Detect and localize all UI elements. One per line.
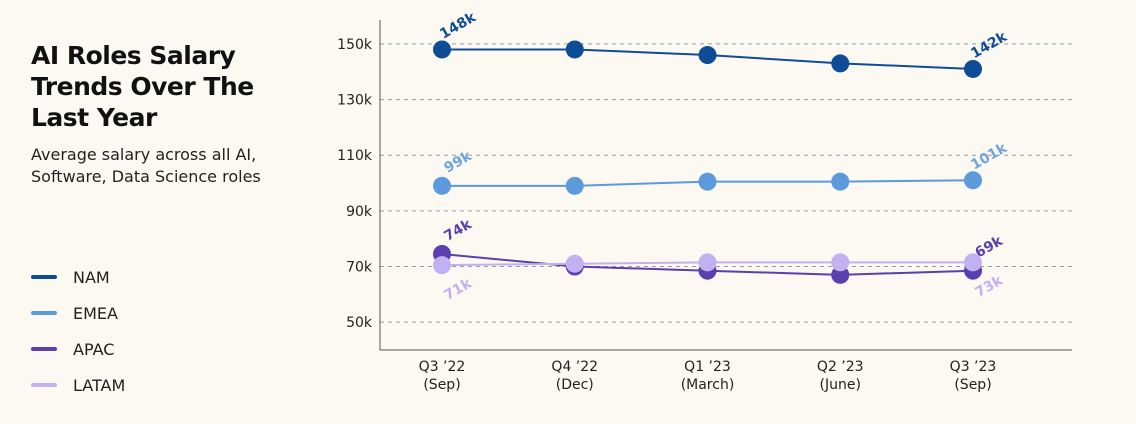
y-tick-label: 110k (337, 148, 373, 164)
y-tick-label: 150k (337, 37, 373, 53)
legend-label: LATAM (73, 375, 126, 395)
data-point-latam (565, 254, 584, 273)
x-tick-label: Q3 ’23 (Sep) (950, 359, 997, 393)
data-label-apac: 74k (442, 216, 476, 245)
legend-swatch (31, 347, 57, 351)
data-label-nam: 148k (437, 9, 479, 42)
legend-item-emea[interactable]: EMEA (31, 295, 125, 331)
y-tick-label: 70k (346, 260, 373, 276)
legend-item-latam[interactable]: LATAM (31, 367, 125, 403)
data-label-nam: 142k (968, 29, 1010, 62)
data-point-latam (831, 253, 850, 272)
data-point-latam (698, 253, 717, 272)
chart-title: AI Roles Salary Trends Over The Last Yea… (31, 41, 254, 132)
x-tick-label: Q3 ’22 (Sep) (419, 359, 466, 393)
legend-swatch (31, 383, 57, 387)
legend-item-nam[interactable]: NAM (31, 259, 125, 295)
data-label-latam: 71k (442, 275, 476, 304)
x-tick-label: Q4 ’22 (Dec) (551, 359, 598, 393)
legend-swatch (31, 311, 57, 315)
y-tick-label: 90k (346, 204, 373, 220)
legend: NAM EMEA APAC LATAM (31, 259, 125, 403)
data-point-emea (565, 176, 584, 195)
legend-label: APAC (73, 339, 115, 359)
data-point-nam (698, 46, 717, 65)
legend-label: EMEA (73, 303, 118, 323)
data-point-emea (831, 172, 850, 191)
y-tick-label: 130k (337, 93, 373, 109)
data-point-emea (698, 172, 717, 191)
legend-swatch (31, 275, 57, 279)
data-point-latam (433, 256, 451, 275)
x-tick-label: Q1 ’23 (March) (681, 359, 735, 393)
data-point-latam (964, 253, 982, 272)
data-point-nam (565, 40, 584, 59)
y-tick-label: 50k (346, 315, 373, 331)
data-label-apac: 69k (973, 233, 1007, 262)
legend-label: NAM (73, 267, 110, 287)
legend-item-apac[interactable]: APAC (31, 331, 125, 367)
data-point-apac (831, 265, 850, 284)
data-label-emea: 101k (968, 140, 1010, 173)
data-point-nam (964, 59, 982, 78)
data-point-nam (433, 40, 451, 59)
data-point-nam (831, 54, 850, 73)
data-label-emea: 99k (442, 148, 476, 177)
chart-subtitle: Average salary across all AI, Software, … (31, 145, 261, 186)
data-point-emea (964, 171, 982, 190)
data-point-emea (433, 176, 451, 195)
x-tick-label: Q2 ’23 (June) (817, 359, 864, 393)
